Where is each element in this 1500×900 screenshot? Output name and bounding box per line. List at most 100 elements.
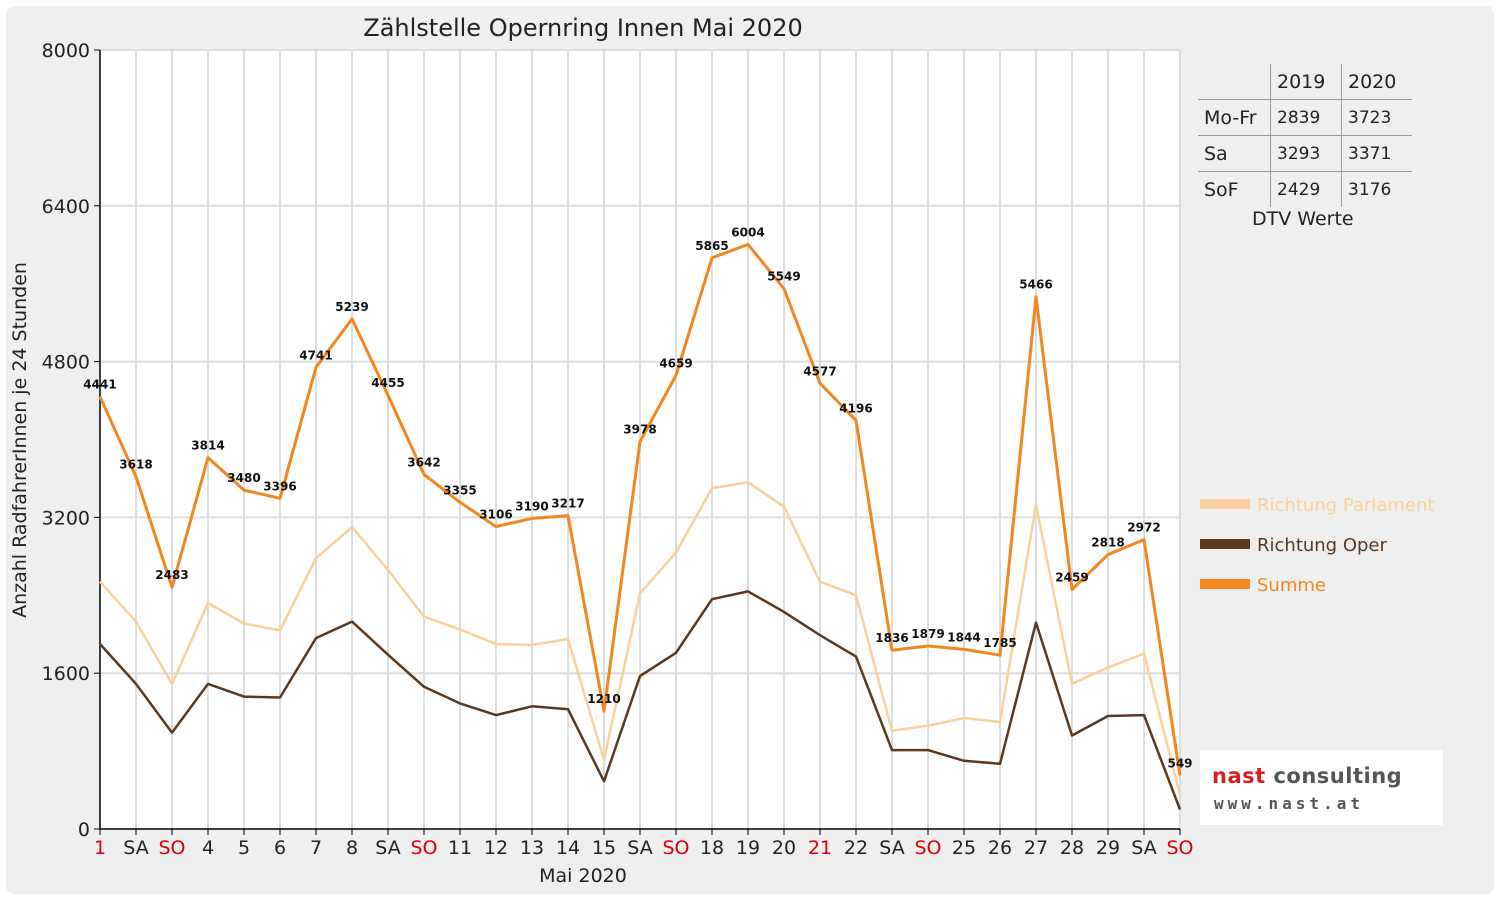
dtv-row: Mo-Fr 2839 3723: [1198, 99, 1412, 136]
data-label: 4455: [371, 376, 404, 390]
data-label: 1879: [911, 627, 944, 641]
series-line-richtung-oper: [99, 590, 1182, 810]
x-axis-label: Mai 2020: [539, 865, 627, 887]
x-tick-label: SO: [158, 837, 185, 859]
data-label: 3814: [191, 439, 224, 453]
data-label: 2459: [1055, 571, 1088, 585]
legend-label: Richtung Oper: [1257, 535, 1388, 556]
series-line-richtung-parlament: [99, 481, 1182, 796]
data-label: 3480: [227, 471, 260, 485]
dtv-caption: DTV Werte: [1252, 208, 1354, 230]
series-line-summe: [98, 242, 1182, 776]
chart-title: Zählstelle Opernring Innen Mai 2020: [363, 14, 803, 42]
x-tick-label: 27: [1024, 837, 1048, 859]
data-label: 4741: [299, 348, 332, 362]
x-tick-label: 6: [274, 837, 286, 859]
dtv-cell: 2839: [1270, 99, 1342, 136]
x-tick-label: 28: [1060, 837, 1084, 859]
nast-consulting-logo: nast consulting www.nast.at: [1200, 750, 1443, 825]
x-tick-label: SA: [123, 837, 148, 859]
dtv-row-label: SoF: [1198, 171, 1271, 207]
x-tick-label: 26: [988, 837, 1012, 859]
x-tick-label: 25: [952, 837, 976, 859]
dtv-row-label: Mo-Fr: [1198, 99, 1271, 136]
data-label: 3618: [119, 458, 152, 472]
x-tick-label: 22: [844, 837, 868, 859]
y-tick-label: 6400: [42, 196, 90, 218]
data-label: 2483: [155, 568, 188, 582]
x-tick-label: 4: [202, 837, 214, 859]
data-label: 6004: [731, 225, 764, 239]
y-tick-label: 4800: [42, 352, 90, 374]
x-tick-label: 1: [94, 837, 106, 859]
x-tick-label: 21: [808, 837, 832, 859]
y-tick-label: 1600: [42, 663, 90, 685]
x-tick-label: SA: [1131, 837, 1156, 859]
x-tick-label: 14: [556, 837, 580, 859]
x-tick-label: 19: [736, 837, 760, 859]
dtv-cell: 3723: [1341, 99, 1412, 136]
data-label: 1844: [947, 630, 980, 644]
data-label: 1785: [983, 636, 1016, 650]
y-tick-label: 3200: [42, 507, 90, 529]
data-label: 2818: [1091, 536, 1124, 550]
legend-label: Richtung Parlament: [1257, 495, 1434, 516]
legend-swatch: [1200, 579, 1250, 589]
x-tick-label: SA: [627, 837, 652, 859]
dtv-table: 2019 2020 Mo-Fr 2839 3723 Sa 3293 3371 S…: [1198, 64, 1412, 207]
x-tick-label: SO: [410, 837, 437, 859]
data-label: 3106: [479, 508, 512, 522]
x-tick-label: 18: [700, 837, 724, 859]
data-label: 5549: [767, 270, 800, 284]
data-label: 3978: [623, 423, 656, 437]
legend-swatch: [1200, 499, 1250, 509]
data-label: 2972: [1127, 521, 1160, 535]
logo-wordmark: nast consulting: [1212, 764, 1402, 788]
x-tick-label: SO: [1166, 837, 1193, 859]
data-label: 3355: [443, 483, 476, 497]
dtv-cell: 3176: [1341, 171, 1412, 207]
y-axis-label: Anzahl RadfahrerInnen je 24 Stunden: [9, 262, 31, 618]
dtv-row: Sa 3293 3371: [1198, 135, 1412, 172]
y-tick-label: 8000: [42, 40, 90, 62]
dtv-header-row: 2019 2020: [1198, 64, 1412, 100]
data-label: 1836: [875, 631, 908, 645]
dtv-year-2020: 2020: [1341, 64, 1412, 100]
data-label: 3642: [407, 455, 440, 469]
data-label: 3396: [263, 479, 296, 493]
y-tick-label: 0: [78, 819, 90, 841]
data-label: 3190: [515, 499, 548, 513]
x-tick-label: 5: [238, 837, 250, 859]
dtv-cell: 3371: [1341, 135, 1412, 172]
dtv-year-2019: 2019: [1270, 64, 1342, 100]
data-label: 4659: [659, 356, 692, 370]
dtv-row-label: Sa: [1198, 135, 1271, 172]
data-label: 549: [1167, 757, 1192, 771]
data-label: 5239: [335, 300, 368, 314]
data-label: 3217: [551, 497, 584, 511]
x-tick-label: 7: [310, 837, 322, 859]
x-tick-label: SO: [914, 837, 941, 859]
x-tick-label: 8: [346, 837, 358, 859]
x-tick-label: SO: [662, 837, 689, 859]
legend-label: Summe: [1257, 575, 1326, 596]
x-tick-label: SA: [375, 837, 400, 859]
data-label: 5865: [695, 239, 728, 253]
x-tick-label: 20: [772, 837, 796, 859]
data-label: 5466: [1019, 278, 1052, 292]
data-label: 4441: [83, 378, 116, 392]
x-tick-label: 12: [484, 837, 508, 859]
dtv-cell: 2429: [1270, 171, 1342, 207]
logo-word-nast: nast: [1212, 764, 1266, 788]
logo-url: www.nast.at: [1214, 794, 1364, 813]
data-label: 1210: [587, 692, 620, 706]
dtv-row: SoF 2429 3176: [1198, 171, 1412, 207]
x-tick-label: 13: [520, 837, 544, 859]
x-tick-label: SA: [879, 837, 904, 859]
data-label: 4196: [839, 401, 872, 415]
legend-swatch: [1200, 539, 1250, 549]
data-label: 4577: [803, 364, 836, 378]
x-tick-label: 15: [592, 837, 616, 859]
logo-word-consulting: consulting: [1265, 764, 1403, 788]
